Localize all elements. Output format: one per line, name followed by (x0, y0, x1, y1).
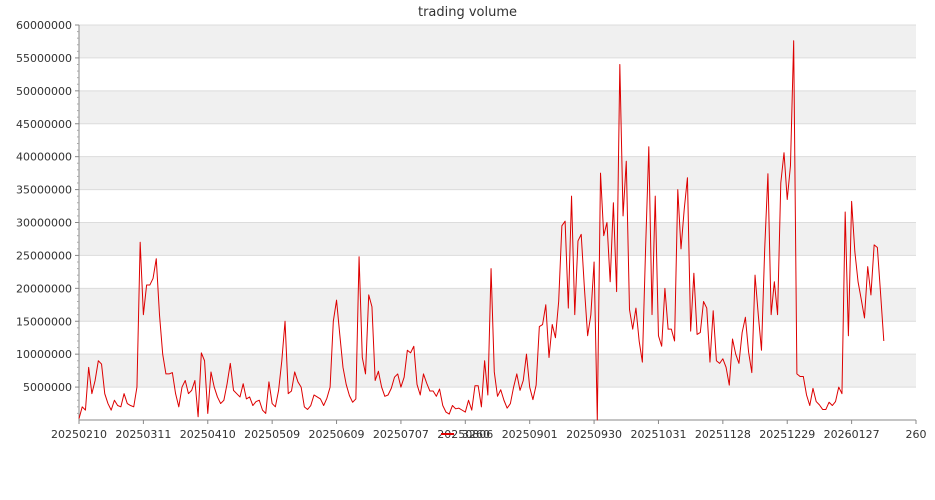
y-tick-label: 55000000 (16, 52, 72, 65)
x-tick-label: 20260127 (824, 428, 880, 441)
x-tick-label: 20250901 (502, 428, 558, 441)
legend: 3260 (441, 428, 490, 441)
plot-band (79, 288, 916, 322)
series-line-3260 (78, 40, 885, 421)
y-tick-label: 30000000 (16, 217, 72, 230)
y-tick-label: 50000000 (16, 85, 72, 98)
y-tick-label: 20000000 (16, 282, 72, 295)
plot-band (79, 222, 916, 256)
legend-label-3260: 3260 (462, 428, 490, 441)
x-tick-label: 20250311 (115, 428, 171, 441)
x-tick-label: 20250609 (309, 428, 365, 441)
y-tick-label: 25000000 (16, 249, 72, 262)
plot-band (79, 156, 916, 190)
series-layer (78, 40, 885, 421)
x-tick-label: 20250210 (51, 428, 107, 441)
x-tick-label: 20250930 (566, 428, 622, 441)
plot-band (79, 25, 916, 58)
x-tick-label: 260 (906, 428, 927, 441)
x-tick-label: 20251229 (759, 428, 815, 441)
horizontal-gridlines (79, 24, 916, 388)
plot-background-bands (79, 25, 916, 388)
x-axis: 20250210 20250311 20250410 20250509 20250609… (51, 419, 927, 441)
x-tick-label: 20250410 (180, 428, 236, 441)
y-axis: 5000000 10000000 15000000 20000000 25000000 3… (16, 19, 80, 420)
x-tick-label: 20251128 (695, 428, 751, 441)
plot-band (79, 354, 916, 388)
y-tick-label: 10000000 (16, 348, 72, 361)
plot-band (79, 90, 916, 124)
x-tick-label: 20250707 (373, 428, 429, 441)
x-tick-label: 20250806 (437, 428, 493, 441)
y-tick-label: 5000000 (23, 381, 72, 394)
x-tick-label: 20250509 (244, 428, 300, 441)
chart-title: trading volume (418, 5, 517, 20)
x-tick-label: 20251031 (630, 428, 686, 441)
y-tick-label: 35000000 (16, 184, 72, 197)
y-tick-label: 45000000 (16, 118, 72, 131)
y-tick-label: 60000000 (16, 19, 72, 32)
y-tick-label: 40000000 (16, 151, 72, 164)
y-tick-label: 15000000 (16, 315, 72, 328)
